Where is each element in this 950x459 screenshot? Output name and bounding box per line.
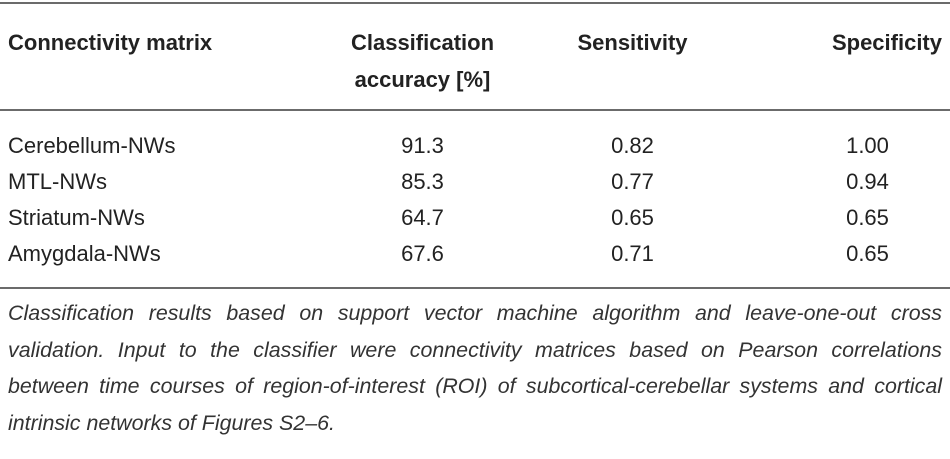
header-sensitivity: Sensitivity	[577, 30, 688, 55]
table-row: Amygdala-NWs 67.6 0.71 0.65	[0, 236, 950, 272]
header-classification-accuracy: Classification accuracy [%]	[300, 4, 525, 108]
row-label: MTL-NWs	[8, 169, 107, 194]
header-classification-accuracy-line2: accuracy [%]	[354, 67, 491, 92]
specificity-cell: 0.94	[846, 169, 889, 194]
specificity-cell: 1.00	[846, 133, 889, 158]
row-label: Amygdala-NWs	[8, 241, 161, 266]
specificity-cell: 0.65	[846, 241, 889, 266]
table-row: Striatum-NWs 64.7 0.65 0.65	[0, 200, 950, 236]
table-header-row: Connectivity matrix Classification accur…	[0, 4, 950, 108]
sensitivity-cell: 0.65	[611, 205, 654, 230]
specificity-cell: 0.65	[846, 205, 889, 230]
accuracy-cell: 91.3	[401, 133, 444, 158]
table-row: MTL-NWs 85.3 0.77 0.94	[0, 164, 950, 200]
row-label: Striatum-NWs	[8, 205, 145, 230]
sensitivity-cell: 0.77	[611, 169, 654, 194]
classification-results-table: Connectivity matrix Classification accur…	[0, 4, 950, 272]
accuracy-cell: 64.7	[401, 205, 444, 230]
accuracy-cell: 67.6	[401, 241, 444, 266]
sensitivity-cell: 0.71	[611, 241, 654, 266]
table-top-rule	[0, 2, 950, 4]
table-row: Cerebellum-NWs 91.3 0.82 1.00	[0, 108, 950, 164]
header-classification-accuracy-line1: Classification	[350, 30, 495, 55]
header-connectivity-matrix: Connectivity matrix	[8, 30, 213, 55]
sensitivity-cell: 0.82	[611, 133, 654, 158]
table-header-rule	[0, 109, 950, 111]
row-label: Cerebellum-NWs	[8, 133, 176, 158]
accuracy-cell: 85.3	[401, 169, 444, 194]
header-specificity: Specificity	[831, 30, 942, 55]
table-bottom-rule	[0, 287, 950, 289]
table-caption: Classification results based on support …	[8, 301, 942, 435]
